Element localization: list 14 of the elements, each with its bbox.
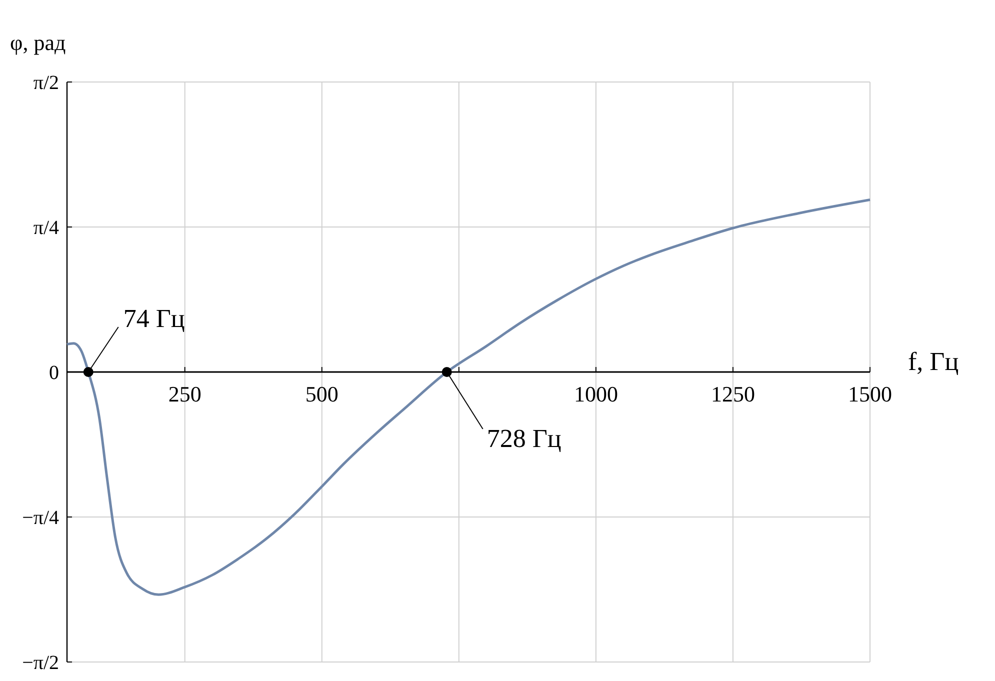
- y-tick-label: −π/2: [22, 652, 59, 674]
- y-tick-label: π/2: [33, 72, 59, 94]
- x-tick-label: 500: [305, 381, 338, 406]
- y-axis-title: φ, рад: [10, 30, 66, 55]
- x-tick-label: 1500: [848, 381, 892, 406]
- x-tick-label: 250: [168, 381, 202, 406]
- y-tick-label: 0: [49, 362, 59, 384]
- y-tick-label: π/4: [33, 217, 59, 239]
- x-axis-title: f, Гц: [908, 347, 959, 376]
- annotation: 728 Гц: [486, 424, 562, 453]
- x-tick-label: 1000: [574, 381, 618, 406]
- x-tick-label: 1250: [710, 381, 755, 406]
- annotation: 74 Гц: [123, 304, 185, 333]
- y-tick-label: −π/4: [22, 507, 59, 529]
